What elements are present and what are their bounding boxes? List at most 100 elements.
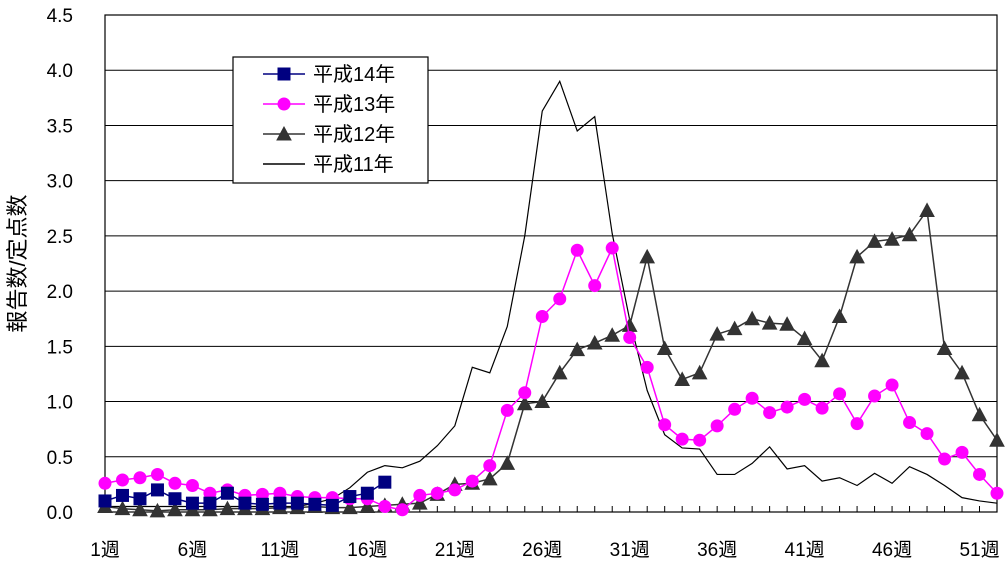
x-tick-label: 41週 [785, 539, 825, 561]
data-point [325, 498, 339, 512]
data-point [219, 500, 236, 516]
y-tick-label: 2.5 [47, 227, 73, 248]
data-point [534, 393, 551, 409]
data-point [481, 470, 498, 486]
data-point [535, 310, 549, 324]
data-point [551, 364, 568, 380]
data-point [954, 364, 970, 380]
legend-label: 平成14年 [313, 63, 395, 86]
y-tick-label: 3.0 [47, 172, 73, 193]
data-point [744, 310, 760, 326]
legend-label: 平成12年 [313, 123, 395, 146]
data-point [640, 360, 654, 374]
data-point [569, 341, 586, 357]
legend-item: 平成14年 [263, 63, 395, 86]
data-point [780, 400, 794, 414]
data-point [833, 387, 847, 401]
x-tick-label: 1週 [90, 539, 120, 561]
data-point [290, 496, 304, 510]
series-line [104, 245, 998, 511]
legend-marker [277, 67, 291, 81]
data-point [133, 471, 147, 485]
data-point [936, 340, 953, 356]
legend-item: 平成11年 [263, 153, 394, 176]
data-point [483, 459, 497, 473]
legend-label: 平成11年 [313, 153, 394, 176]
y-tick-label: 4.0 [47, 61, 73, 82]
x-tick-label: 51週 [959, 539, 999, 561]
legend-box [232, 56, 429, 184]
data-point [238, 496, 252, 510]
x-tick-label: 21週 [435, 539, 475, 561]
data-point [448, 483, 462, 497]
data-point [709, 326, 725, 341]
data-point [203, 496, 217, 510]
data-point [411, 495, 428, 510]
y-axis-ticks: 0.0 0.5 1.0 1.5 2.0 2.5 3.0 3.5 4.0 4.5 [47, 6, 73, 524]
data-point [868, 389, 882, 403]
series-0 [98, 475, 392, 512]
data-point [114, 500, 131, 516]
data-point [500, 403, 514, 417]
y-tick-label: 3.5 [47, 116, 73, 137]
legend-marker [277, 97, 291, 111]
data-point [658, 418, 672, 432]
x-tick-label: 26週 [522, 539, 562, 561]
data-point [360, 486, 374, 500]
data-point [710, 419, 724, 433]
data-point [831, 308, 848, 324]
data-point [150, 483, 164, 497]
data-point [604, 327, 621, 342]
data-point [866, 233, 883, 248]
x-tick-label: 16週 [347, 539, 387, 561]
data-point [342, 499, 358, 515]
data-point [814, 352, 830, 368]
data-point [989, 432, 1005, 447]
data-point [798, 392, 812, 406]
y-tick-label: 0.0 [47, 503, 73, 524]
y-tick-label: 1.0 [47, 393, 73, 414]
data-point [763, 406, 777, 420]
data-point [903, 416, 917, 430]
data-point [115, 488, 129, 502]
data-point [150, 467, 164, 481]
data-point [465, 474, 479, 488]
data-point [938, 452, 952, 466]
data-point [98, 494, 112, 508]
data-point [343, 490, 357, 504]
data-point [586, 334, 603, 350]
y-tick-label: 0.5 [47, 448, 73, 469]
data-point [516, 395, 533, 411]
data-point [273, 496, 287, 510]
data-point [971, 406, 988, 422]
data-point [639, 248, 656, 264]
data-point [553, 292, 567, 306]
data-point [884, 231, 900, 246]
data-point [693, 433, 707, 447]
data-point [149, 502, 166, 518]
series-line [105, 79, 998, 508]
data-point [378, 499, 392, 513]
data-point [167, 501, 183, 517]
data-point [395, 503, 409, 517]
data-point [185, 496, 199, 510]
data-point [955, 445, 969, 459]
data-point [990, 486, 1004, 500]
data-point [796, 330, 813, 346]
data-point [115, 473, 129, 487]
legend-item: 平成12年 [263, 123, 395, 146]
series-line [104, 208, 998, 512]
data-point [815, 401, 829, 415]
data-point [885, 378, 899, 392]
series-1 [98, 241, 1004, 517]
y-tick-label: 2.0 [47, 282, 73, 303]
data-point [133, 492, 147, 506]
data-point [745, 391, 759, 405]
data-point [656, 340, 673, 356]
data-point [919, 202, 935, 217]
legend-label: 平成13年 [313, 93, 395, 116]
data-point [691, 364, 708, 380]
data-point [430, 486, 444, 500]
